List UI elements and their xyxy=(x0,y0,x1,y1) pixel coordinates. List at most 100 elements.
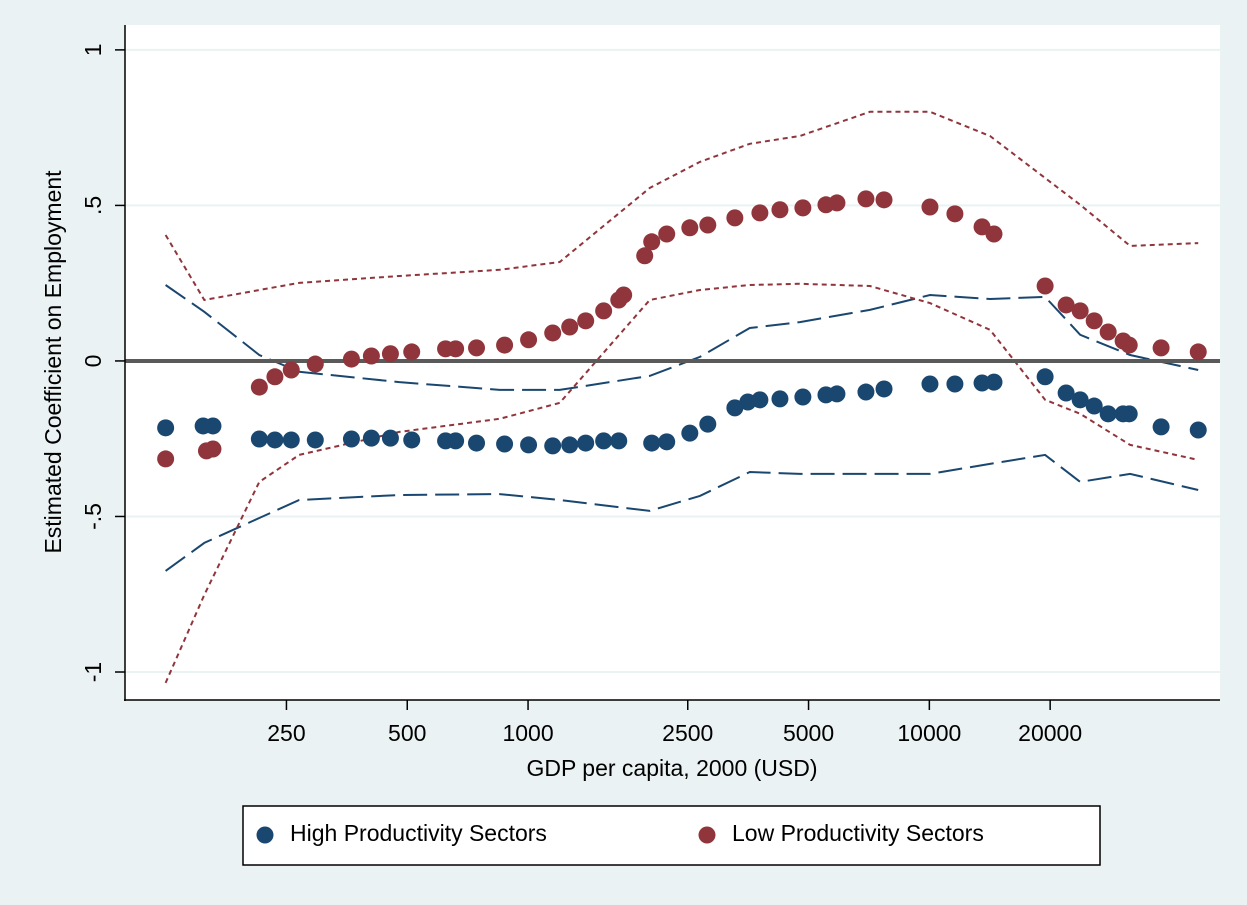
point xyxy=(342,350,360,368)
point xyxy=(1057,384,1075,402)
x-tick-label: 5000 xyxy=(783,720,834,746)
point xyxy=(266,431,284,449)
ci-line xyxy=(165,453,1199,572)
point xyxy=(1071,391,1089,409)
point xyxy=(921,375,939,393)
point xyxy=(875,191,893,209)
point xyxy=(1152,418,1170,436)
point xyxy=(875,380,893,398)
point xyxy=(615,286,633,304)
point xyxy=(204,417,222,435)
point xyxy=(771,201,789,219)
point xyxy=(266,368,284,386)
point xyxy=(946,205,964,223)
point xyxy=(447,340,465,358)
point xyxy=(1099,405,1117,423)
point xyxy=(726,209,744,227)
point xyxy=(306,355,324,373)
point xyxy=(771,390,789,408)
point xyxy=(204,440,222,458)
x-tick-label: 2500 xyxy=(662,720,713,746)
point xyxy=(1189,421,1207,439)
point xyxy=(681,424,699,442)
ci-line xyxy=(164,110,1199,302)
point xyxy=(496,435,514,453)
point xyxy=(362,429,380,447)
y-tick-label: .5 xyxy=(80,196,106,215)
point xyxy=(794,199,812,217)
point xyxy=(577,434,595,452)
point xyxy=(643,233,661,251)
point xyxy=(447,432,465,450)
point xyxy=(857,190,875,208)
y-axis-title: Estimated Coefficient on Employment xyxy=(40,170,66,554)
legend-label: Low Productivity Sectors xyxy=(732,820,984,846)
point xyxy=(250,378,268,396)
point xyxy=(643,434,661,452)
legend-label: High Productivity Sectors xyxy=(290,820,547,846)
point xyxy=(658,225,676,243)
x-axis-title: GDP per capita, 2000 (USD) xyxy=(526,755,817,781)
point xyxy=(828,194,846,212)
legend xyxy=(242,805,1101,866)
point xyxy=(1085,397,1103,415)
x-tick-label: 500 xyxy=(388,720,426,746)
point xyxy=(636,247,654,265)
point xyxy=(403,431,421,449)
point xyxy=(250,430,268,448)
point xyxy=(595,432,613,450)
y-tick-label: 0 xyxy=(80,355,106,368)
x-tick-label: 250 xyxy=(267,720,305,746)
point xyxy=(1057,296,1075,314)
point xyxy=(544,437,562,455)
y-tick-label: 1 xyxy=(80,43,106,56)
point xyxy=(595,302,613,320)
point xyxy=(1036,277,1054,295)
x-tick-label: 1000 xyxy=(502,720,553,746)
ci-line xyxy=(165,284,1199,391)
point xyxy=(496,336,514,354)
point xyxy=(157,450,175,468)
point xyxy=(282,431,300,449)
point xyxy=(1085,312,1103,330)
point xyxy=(362,347,380,365)
point xyxy=(1099,323,1117,341)
point xyxy=(1071,302,1089,320)
point xyxy=(699,415,717,433)
point xyxy=(468,339,486,357)
point xyxy=(985,225,1003,243)
point xyxy=(1120,405,1138,423)
legend-items: High Productivity Sectors Low Productivit… xyxy=(256,820,984,846)
point xyxy=(610,432,628,450)
point xyxy=(857,383,875,401)
y-tick-label: -1 xyxy=(80,662,106,682)
point xyxy=(561,318,579,336)
point xyxy=(828,385,846,403)
point xyxy=(1036,368,1054,386)
point xyxy=(946,375,964,393)
point xyxy=(282,361,300,379)
point xyxy=(1152,339,1170,357)
y-tick-label: -.5 xyxy=(80,503,106,530)
point xyxy=(751,391,769,409)
point xyxy=(681,219,699,237)
point xyxy=(658,433,676,451)
point xyxy=(921,198,939,216)
point xyxy=(520,331,538,349)
x-tick-label: 10000 xyxy=(897,720,961,746)
x-tick-label: 20000 xyxy=(1018,720,1082,746)
point xyxy=(157,419,175,437)
point xyxy=(561,436,579,454)
point xyxy=(381,345,399,363)
point xyxy=(520,436,538,454)
ci-line xyxy=(164,282,1199,684)
point xyxy=(726,399,744,417)
point xyxy=(403,343,421,361)
point xyxy=(985,373,1003,391)
point xyxy=(306,431,324,449)
marks xyxy=(125,110,1220,684)
point xyxy=(794,388,812,406)
point xyxy=(544,324,562,342)
point xyxy=(699,216,717,234)
